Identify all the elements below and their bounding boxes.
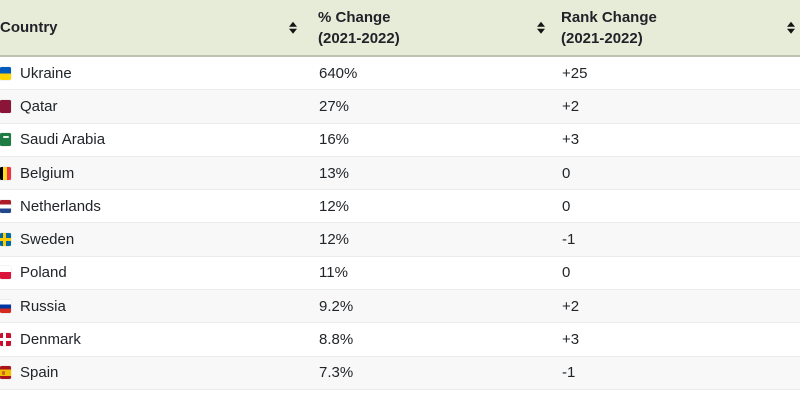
country-cell: Netherlands (0, 190, 310, 222)
rank-change-cell: -1 (562, 231, 576, 249)
country-name: Poland (20, 264, 67, 282)
table-row: Denmark 8.8% +3 (0, 323, 800, 357)
pct-change-cell: 9.2% (319, 297, 354, 315)
pct-change-cell: 11% (319, 264, 348, 282)
column-sublabel: (2021-2022) (561, 29, 643, 47)
country-flag-icon (0, 199, 11, 213)
country-flag-icon (0, 133, 11, 147)
country-cell: Russia (0, 290, 310, 322)
country-cell: Denmark (0, 323, 310, 355)
country-name: Netherlands (20, 197, 101, 215)
sort-toggle-icon[interactable] (289, 21, 297, 34)
country-flag-icon (0, 233, 11, 247)
column-label: Rank Change (561, 8, 657, 26)
rank-change-cell: +3 (562, 331, 580, 349)
country-name: Saudi Arabia (20, 131, 106, 149)
country-name: Qatar (20, 97, 58, 115)
table-row: Saudi Arabia 16% +3 (0, 123, 800, 157)
country-name: Russia (20, 297, 66, 315)
country-name: Spain (20, 364, 59, 382)
column-label: % Change (318, 8, 391, 26)
rank-change-cell: -1 (562, 364, 576, 382)
column-header-rank-change[interactable]: Rank Change (2021-2022) (553, 0, 800, 55)
rank-change-cell: +25 (562, 64, 588, 82)
table-row: Netherlands 12% 0 (0, 190, 800, 224)
country-flag-icon (0, 166, 11, 180)
column-label: Country (0, 19, 58, 36)
country-flag-icon (0, 99, 11, 113)
country-cell: Spain (0, 357, 310, 389)
country-cell: Ukraine (0, 57, 310, 89)
rank-change-cell: 0 (562, 197, 571, 215)
rank-change-cell: +3 (562, 131, 580, 149)
column-sublabel: (2021-2022) (318, 29, 400, 47)
country-flag-icon (0, 66, 11, 80)
pct-change-cell: 12% (319, 197, 350, 215)
country-flag-icon (0, 333, 11, 347)
country-cell: Poland (0, 257, 310, 289)
table-row: Poland 11% 0 (0, 256, 800, 291)
country-name: Ukraine (20, 64, 72, 82)
table-row: Russia 9.2% +2 (0, 290, 800, 324)
country-name: Belgium (20, 164, 75, 182)
table-row: Ukraine 640% +25 (0, 57, 800, 91)
country-flag-icon (0, 366, 11, 380)
country-flag-icon (0, 299, 11, 313)
column-header-pct-change[interactable]: % Change (2021-2022) (310, 0, 553, 55)
pct-change-cell: 8.8% (319, 331, 354, 349)
table-row: Qatar 27% +2 (0, 90, 800, 124)
country-cell: Sweden (0, 223, 310, 255)
pct-change-cell: 13% (319, 164, 350, 182)
country-change-table: Country % Change (2021-2022) Rank Change… (0, 0, 800, 390)
country-cell: Saudi Arabia (0, 124, 310, 156)
table-header-row: Country % Change (2021-2022) Rank Change… (0, 0, 800, 57)
country-cell: Belgium (0, 157, 310, 189)
table-row: Spain 7.3% -1 (0, 356, 800, 390)
pct-change-cell: 16% (319, 131, 350, 149)
sort-toggle-icon[interactable] (537, 21, 545, 34)
country-name: Denmark (20, 331, 81, 349)
pct-change-cell: 640% (319, 64, 358, 82)
rank-change-cell: +2 (562, 97, 580, 115)
table-row: Sweden 12% -1 (0, 223, 800, 257)
country-name: Sweden (20, 231, 75, 249)
rank-change-cell: 0 (562, 264, 571, 282)
table-row: Belgium 13% 0 (0, 156, 800, 191)
pct-change-cell: 27% (319, 97, 350, 115)
rank-change-cell: +2 (562, 297, 580, 315)
column-header-country[interactable]: Country (0, 0, 310, 55)
country-cell: Qatar (0, 90, 310, 122)
pct-change-cell: 12% (319, 231, 350, 249)
sort-toggle-icon[interactable] (787, 21, 795, 34)
country-flag-icon (0, 266, 11, 280)
rank-change-cell: 0 (562, 164, 571, 182)
pct-change-cell: 7.3% (319, 364, 354, 382)
